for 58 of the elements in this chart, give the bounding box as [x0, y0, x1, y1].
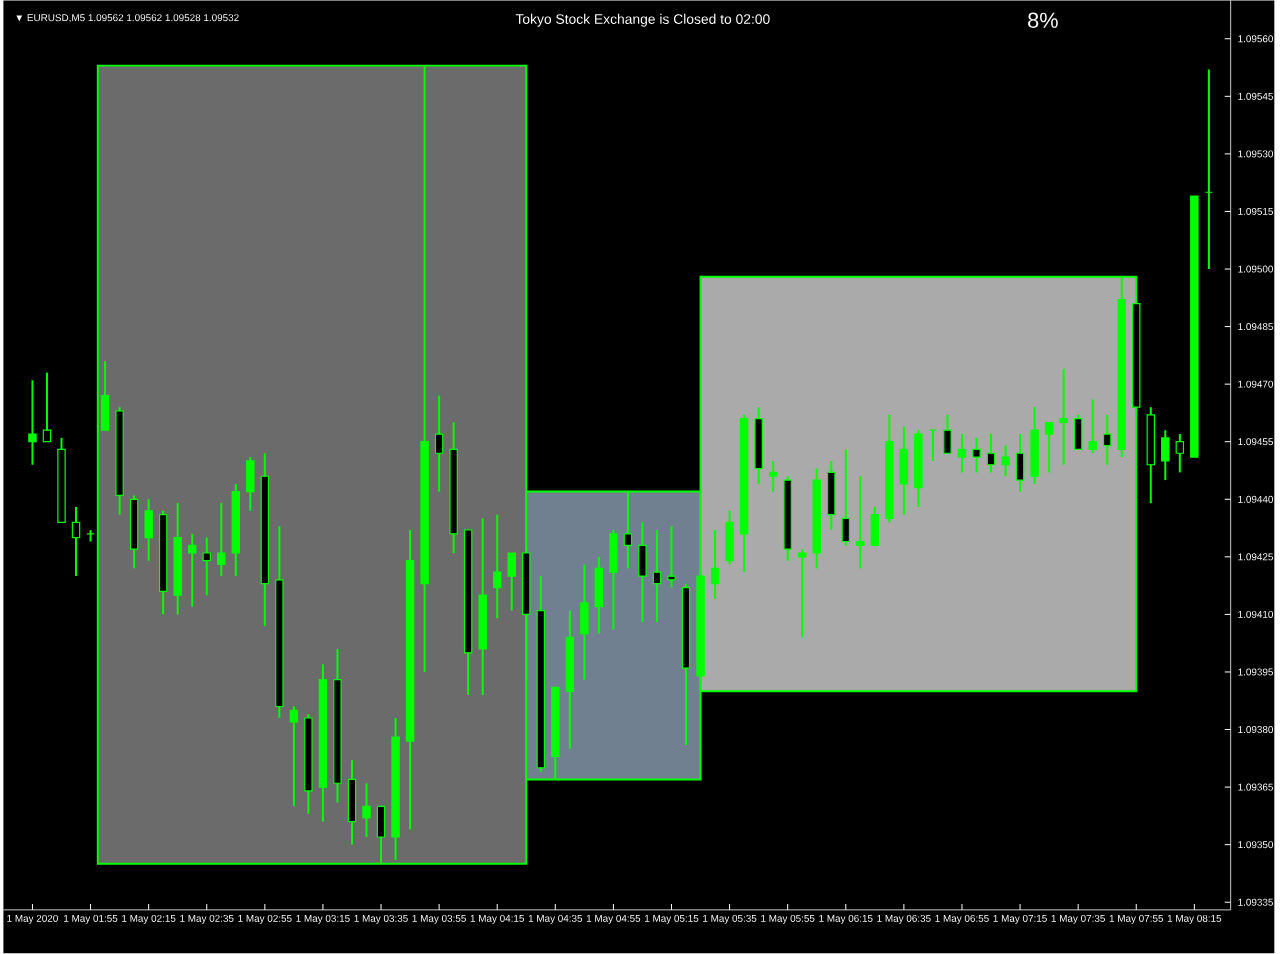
candlestick	[812, 467, 821, 570]
candlestick	[362, 782, 371, 839]
candlestick	[231, 483, 241, 578]
candlestick	[986, 433, 996, 474]
candlestick	[681, 582, 691, 747]
candlestick	[565, 609, 575, 750]
candlestick	[347, 759, 357, 846]
candlestick	[827, 460, 836, 532]
candlestick	[768, 460, 778, 493]
candlestick	[899, 425, 909, 516]
candlestick	[187, 533, 197, 608]
candlestick	[144, 498, 153, 562]
candlestick	[1015, 433, 1025, 493]
candlestick	[492, 513, 502, 620]
candlestick	[841, 448, 851, 547]
candlestick	[1001, 444, 1010, 478]
candlestick	[914, 429, 923, 509]
candlestick	[1059, 367, 1068, 466]
candlestick	[885, 414, 894, 524]
candlestick	[1146, 406, 1156, 505]
candlestick	[594, 556, 604, 635]
candlestick	[217, 502, 226, 578]
candlestick	[304, 713, 313, 816]
candlestick	[725, 509, 734, 566]
candlestick	[710, 529, 720, 601]
candlestick	[246, 456, 255, 512]
candlestick	[28, 379, 37, 466]
candlestick	[202, 536, 211, 597]
candlestick	[580, 563, 589, 681]
candlestick	[609, 529, 618, 631]
candlestick	[333, 648, 342, 804]
candlestick	[260, 452, 270, 628]
candlestick	[129, 494, 139, 570]
candlestick	[115, 406, 124, 516]
candlestick	[652, 529, 662, 624]
candlestick	[71, 506, 81, 578]
candlestick	[536, 575, 546, 773]
candlestick	[783, 475, 792, 562]
candlestick	[405, 529, 415, 831]
candlestick	[449, 421, 458, 555]
candlestick	[638, 521, 647, 624]
candlestick	[1102, 414, 1112, 466]
candlestick	[797, 548, 807, 639]
candlestick	[478, 517, 487, 697]
candlestick	[1161, 429, 1170, 482]
candlestick	[957, 433, 967, 474]
candlestick	[318, 663, 328, 823]
candlestick	[158, 509, 168, 616]
candlestick	[1030, 406, 1039, 486]
candlestick	[754, 406, 763, 486]
candlestick	[856, 475, 865, 570]
candlestick	[434, 394, 444, 493]
candlestick	[173, 502, 182, 616]
annotation: 8%	[1028, 12, 1058, 29]
candlestick	[1088, 398, 1097, 455]
candlestick	[739, 414, 749, 574]
candlestick	[275, 525, 284, 720]
candlestick	[1175, 433, 1185, 474]
